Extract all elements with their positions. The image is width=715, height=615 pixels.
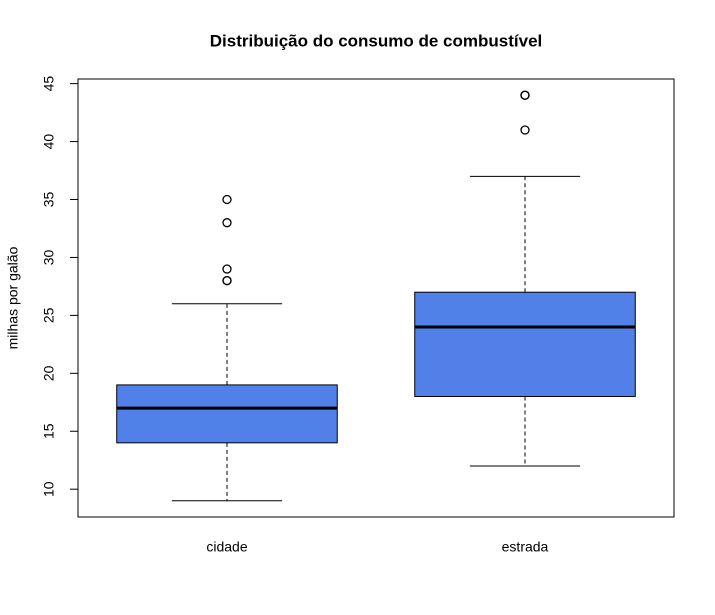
y-tick-label: 35: [41, 192, 57, 208]
y-tick-label: 30: [41, 249, 57, 265]
y-tick-label: 45: [41, 76, 57, 92]
outlier: [222, 264, 232, 274]
box: [116, 384, 338, 444]
outlier: [520, 90, 530, 100]
chart-title: Distribuição do consumo de combustível: [210, 31, 543, 50]
y-tick-label: 20: [41, 365, 57, 381]
y-tick-label: 40: [41, 134, 57, 150]
y-tick-label: 15: [41, 423, 57, 439]
outlier: [222, 194, 232, 205]
y-tick-label: 10: [41, 481, 57, 497]
x-tick-label: estrada: [502, 539, 549, 555]
x-tick-label: cidade: [206, 539, 247, 555]
plot-frame: [77, 78, 675, 518]
y-tick-label: 25: [41, 307, 57, 323]
outlier: [520, 125, 530, 135]
outlier: [222, 275, 232, 286]
box: [414, 291, 636, 397]
outlier: [222, 218, 232, 228]
y-axis-label: milhas por galão: [5, 246, 21, 349]
